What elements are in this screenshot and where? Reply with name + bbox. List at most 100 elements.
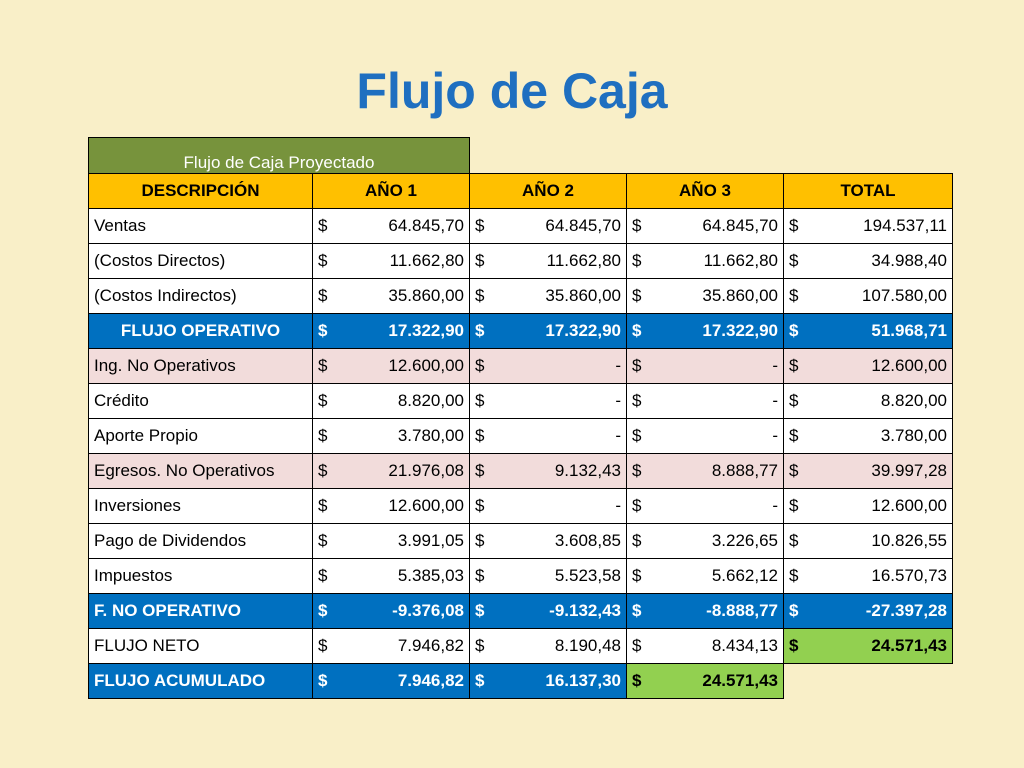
amount: 5.662,12 — [711, 566, 778, 585]
currency-symbol: $ — [475, 671, 485, 690]
amount: 21.976,08 — [388, 461, 464, 480]
currency-symbol: $ — [475, 496, 485, 515]
value-cell: $5.662,12 — [626, 558, 784, 594]
amount: 16.570,73 — [871, 566, 947, 585]
table-caption-row: Flujo de Caja Proyectado — [88, 137, 953, 174]
currency-symbol: $ — [318, 391, 328, 410]
row-label: Ventas — [88, 208, 313, 244]
table-row: F. NO OPERATIVO $ -9.376,08 $ -9.132,43 $ -8.8… — [88, 593, 953, 629]
amount: - — [615, 426, 621, 445]
row-label: F. NO OPERATIVO — [88, 593, 313, 629]
amount: -27.397,28 — [865, 601, 947, 620]
row-label: FLUJO ACUMULADO — [88, 663, 313, 699]
value-cell: $7.946,82 — [312, 628, 470, 664]
value-cell: $24.571,43 — [783, 628, 953, 664]
currency-symbol: $ — [475, 601, 485, 620]
value-cell: $16.570,73 — [783, 558, 953, 594]
value-cell: $34.988,40 — [783, 243, 953, 279]
currency-symbol: $ — [318, 461, 328, 480]
value-cell: $8.434,13 — [626, 628, 784, 664]
amount: - — [772, 496, 778, 515]
table-row: Pago de Dividendos $3.991,05 $3.608,85 $3.2… — [88, 523, 953, 559]
value-cell: $107.580,00 — [783, 278, 953, 314]
currency-symbol: $ — [475, 216, 485, 235]
value-cell: $ - — [626, 348, 784, 384]
amount: 8.434,13 — [711, 636, 778, 655]
row-label: Ing. No Operativos — [88, 348, 313, 384]
currency-symbol: $ — [475, 321, 485, 340]
value-cell: $8.820,00 — [312, 383, 470, 419]
value-cell: $12.600,00 — [783, 348, 953, 384]
amount: 7.946,82 — [397, 671, 464, 690]
value-cell: $ - — [469, 418, 627, 454]
currency-symbol: $ — [632, 426, 642, 445]
row-label: FLUJO OPERATIVO — [88, 313, 313, 349]
currency-symbol: $ — [632, 356, 642, 375]
amount: 5.385,03 — [397, 566, 464, 585]
amount: 3.991,05 — [397, 531, 464, 550]
currency-symbol: $ — [318, 286, 328, 305]
amount: 51.968,71 — [871, 321, 947, 340]
header-row: DESCRIPCIÓN AÑO 1 AÑO 2 AÑO 3 TOTAL — [88, 173, 953, 209]
amount: 7.946,82 — [397, 636, 464, 655]
value-cell: $ - — [626, 488, 784, 524]
value-cell: $11.662,80 — [469, 243, 627, 279]
amount: - — [772, 391, 778, 410]
amount: - — [615, 356, 621, 375]
value-cell: $7.946,82 — [312, 663, 470, 699]
header-year-2: AÑO 2 — [469, 173, 627, 209]
currency-symbol: $ — [632, 251, 642, 270]
amount: - — [772, 356, 778, 375]
currency-symbol: $ — [318, 251, 328, 270]
value-cell: $ - — [626, 383, 784, 419]
value-cell: $3.780,00 — [783, 418, 953, 454]
value-cell: $ -8.888,77 — [626, 593, 784, 629]
value-cell: $9.132,43 — [469, 453, 627, 489]
currency-symbol: $ — [475, 566, 485, 585]
currency-symbol: $ — [632, 216, 642, 235]
value-cell: $35.860,00 — [626, 278, 784, 314]
amount: 11.662,80 — [546, 251, 621, 270]
amount: 3.780,00 — [397, 426, 464, 445]
value-cell: $12.600,00 — [312, 488, 470, 524]
value-cell: $24.571,43 — [626, 663, 784, 699]
header-description: DESCRIPCIÓN — [88, 173, 313, 209]
currency-symbol: $ — [789, 461, 799, 480]
amount: 16.137,30 — [545, 671, 621, 690]
table-row: (Costos Indirectos) $35.860,00 $35.860,00 $… — [88, 278, 953, 314]
value-cell: $35.860,00 — [469, 278, 627, 314]
table-row: Egresos. No Operativos $21.976,08 $9.132,4… — [88, 453, 953, 489]
value-cell: $12.600,00 — [783, 488, 953, 524]
value-cell: $ -9.132,43 — [469, 593, 627, 629]
currency-symbol: $ — [789, 566, 799, 585]
amount: 3.780,00 — [880, 426, 947, 445]
row-label: Impuestos — [88, 558, 313, 594]
value-cell: $3.608,85 — [469, 523, 627, 559]
value-cell: $ -27.397,28 — [783, 593, 953, 629]
value-cell: $ - — [469, 383, 627, 419]
currency-symbol: $ — [789, 356, 799, 375]
amount: 194.537,11 — [863, 216, 947, 235]
table-row: Impuestos $5.385,03 $5.523,58 $5.662,12 $16.… — [88, 558, 953, 594]
amount: 8.888,77 — [711, 461, 778, 480]
amount: 8.820,00 — [880, 391, 947, 410]
row-label: FLUJO NETO — [88, 628, 313, 664]
row-label: Crédito — [88, 383, 313, 419]
value-cell: $8.888,77 — [626, 453, 784, 489]
value-cell: $11.662,80 — [312, 243, 470, 279]
amount: 35.860,00 — [545, 286, 621, 305]
value-cell: $12.600,00 — [312, 348, 470, 384]
currency-symbol: $ — [789, 391, 799, 410]
amount: -8.888,77 — [706, 601, 778, 620]
table-row: Crédito $8.820,00 $ - $ - $8.820,00 — [88, 383, 953, 419]
currency-symbol: $ — [318, 496, 328, 515]
table-row: FLUJO OPERATIVO $17.322,90 $17.322,90 $17.3… — [88, 313, 953, 349]
value-cell: $ - — [469, 348, 627, 384]
value-cell: $35.860,00 — [312, 278, 470, 314]
value-cell: $51.968,71 — [783, 313, 953, 349]
table-row: (Costos Directos) $11.662,80 $11.662,80 $11… — [88, 243, 953, 279]
table-row: Ing. No Operativos $12.600,00 $ - $ - $12.600,… — [88, 348, 953, 384]
value-cell: $17.322,90 — [312, 313, 470, 349]
amount: 5.523,58 — [554, 566, 621, 585]
table-row: FLUJO ACUMULADO $7.946,82 $16.137,30 $24.57… — [88, 663, 953, 699]
